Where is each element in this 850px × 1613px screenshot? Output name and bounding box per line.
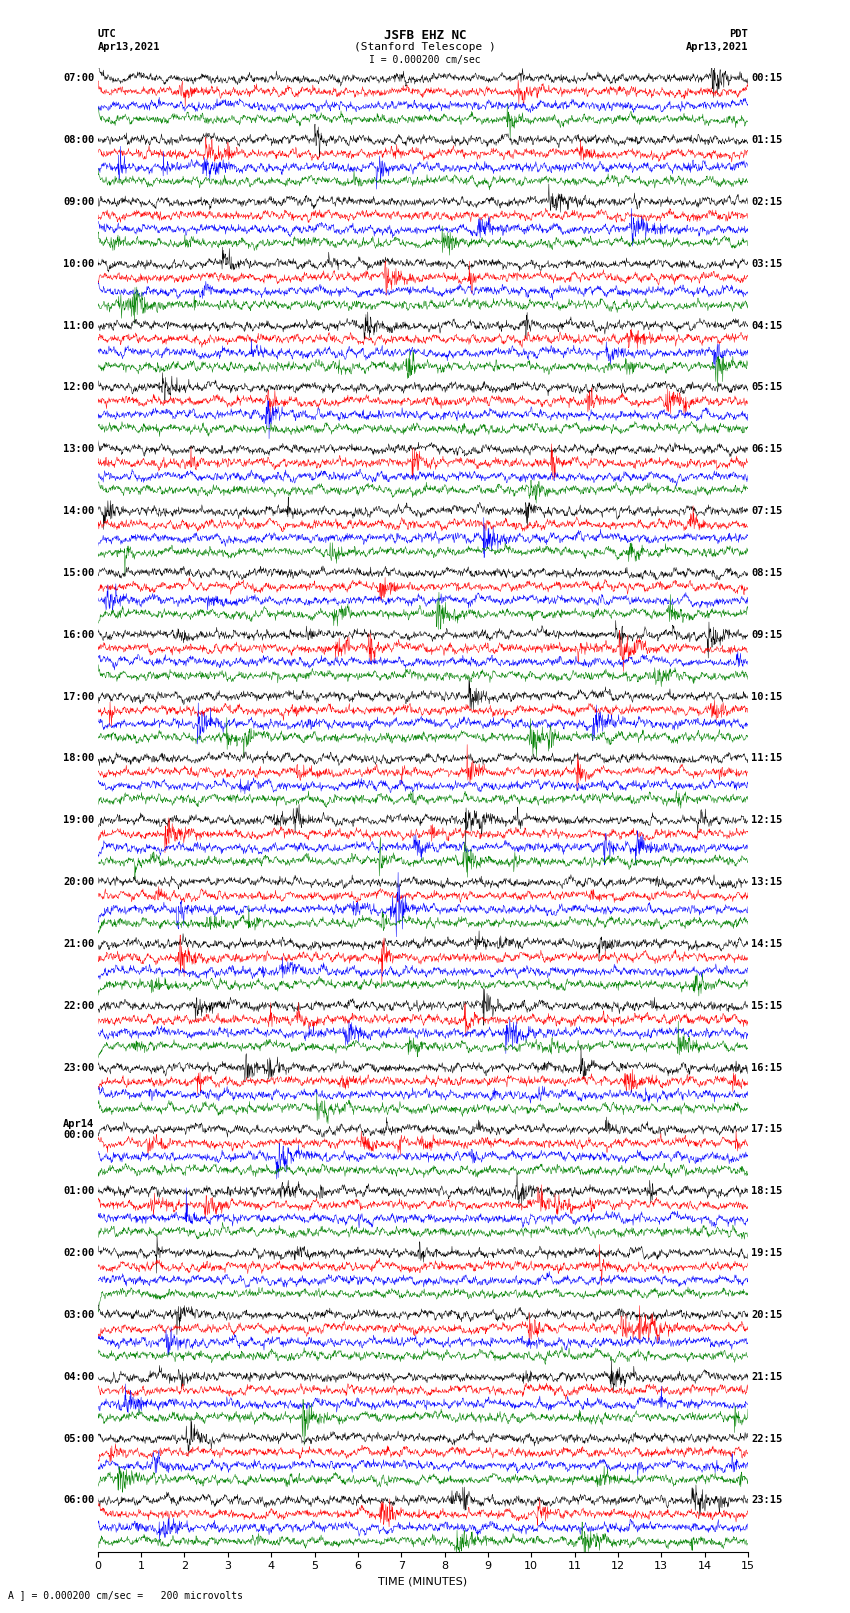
X-axis label: TIME (MINUTES): TIME (MINUTES) xyxy=(378,1578,468,1587)
Text: 22:15: 22:15 xyxy=(751,1434,783,1444)
Text: 19:00: 19:00 xyxy=(63,815,94,826)
Text: 15:15: 15:15 xyxy=(751,1000,783,1011)
Text: 19:15: 19:15 xyxy=(751,1248,783,1258)
Text: 03:00: 03:00 xyxy=(63,1310,94,1319)
Text: 18:00: 18:00 xyxy=(63,753,94,763)
Text: 05:00: 05:00 xyxy=(63,1434,94,1444)
Text: 14:00: 14:00 xyxy=(63,506,94,516)
Text: Apr14
00:00: Apr14 00:00 xyxy=(63,1118,94,1140)
Text: 04:15: 04:15 xyxy=(751,321,783,331)
Text: (Stanford Telescope ): (Stanford Telescope ) xyxy=(354,42,496,52)
Text: A ] = 0.000200 cm/sec =   200 microvolts: A ] = 0.000200 cm/sec = 200 microvolts xyxy=(8,1590,243,1600)
Text: 02:15: 02:15 xyxy=(751,197,783,206)
Text: Apr13,2021: Apr13,2021 xyxy=(685,42,748,52)
Text: 13:15: 13:15 xyxy=(751,877,783,887)
Text: 12:15: 12:15 xyxy=(751,815,783,826)
Text: 21:15: 21:15 xyxy=(751,1371,783,1382)
Text: 21:00: 21:00 xyxy=(63,939,94,948)
Text: 00:15: 00:15 xyxy=(751,73,783,84)
Text: UTC: UTC xyxy=(98,29,116,39)
Text: 04:00: 04:00 xyxy=(63,1371,94,1382)
Text: 08:15: 08:15 xyxy=(751,568,783,577)
Text: 17:00: 17:00 xyxy=(63,692,94,702)
Text: Apr13,2021: Apr13,2021 xyxy=(98,42,161,52)
Text: 02:00: 02:00 xyxy=(63,1248,94,1258)
Text: 15:00: 15:00 xyxy=(63,568,94,577)
Text: 13:00: 13:00 xyxy=(63,444,94,455)
Text: PDT: PDT xyxy=(729,29,748,39)
Text: 14:15: 14:15 xyxy=(751,939,783,948)
Text: 08:00: 08:00 xyxy=(63,135,94,145)
Text: 03:15: 03:15 xyxy=(751,258,783,269)
Text: 23:15: 23:15 xyxy=(751,1495,783,1505)
Text: 06:00: 06:00 xyxy=(63,1495,94,1505)
Text: 07:15: 07:15 xyxy=(751,506,783,516)
Text: 20:15: 20:15 xyxy=(751,1310,783,1319)
Text: JSFB EHZ NC: JSFB EHZ NC xyxy=(383,29,467,42)
Text: 23:00: 23:00 xyxy=(63,1063,94,1073)
Text: 16:15: 16:15 xyxy=(751,1063,783,1073)
Text: 05:15: 05:15 xyxy=(751,382,783,392)
Text: 06:15: 06:15 xyxy=(751,444,783,455)
Text: 11:00: 11:00 xyxy=(63,321,94,331)
Text: 17:15: 17:15 xyxy=(751,1124,783,1134)
Text: 01:00: 01:00 xyxy=(63,1186,94,1197)
Text: 10:15: 10:15 xyxy=(751,692,783,702)
Text: 09:15: 09:15 xyxy=(751,629,783,640)
Text: 09:00: 09:00 xyxy=(63,197,94,206)
Text: 20:00: 20:00 xyxy=(63,877,94,887)
Text: 01:15: 01:15 xyxy=(751,135,783,145)
Text: 12:00: 12:00 xyxy=(63,382,94,392)
Text: 10:00: 10:00 xyxy=(63,258,94,269)
Text: 22:00: 22:00 xyxy=(63,1000,94,1011)
Text: 18:15: 18:15 xyxy=(751,1186,783,1197)
Text: 16:00: 16:00 xyxy=(63,629,94,640)
Text: I = 0.000200 cm/sec: I = 0.000200 cm/sec xyxy=(369,55,481,65)
Text: 07:00: 07:00 xyxy=(63,73,94,84)
Text: 11:15: 11:15 xyxy=(751,753,783,763)
